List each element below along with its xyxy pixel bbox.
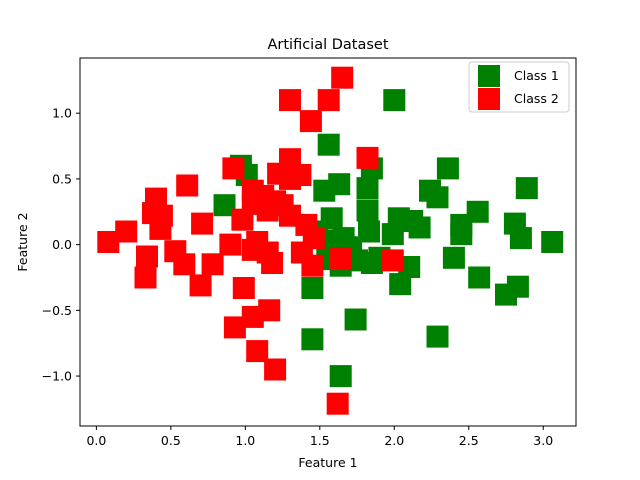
point-class-2 — [317, 89, 340, 112]
point-class-2 — [149, 217, 172, 240]
point-class-2 — [261, 252, 284, 274]
point-class-1 — [301, 328, 324, 351]
x-axis: 0.0 0.5 1.0 1.5 2.0 2.5 3.0 — [86, 426, 553, 448]
point-class-2 — [223, 316, 246, 339]
y-tick-label: 1.0 — [52, 106, 72, 121]
point-class-2 — [115, 220, 138, 243]
x-tick-label: 1.0 — [235, 433, 255, 448]
y-tick-label: −1.0 — [42, 369, 72, 384]
point-class-2 — [331, 66, 354, 89]
point-class-2 — [301, 254, 324, 277]
legend-swatch-class-1 — [478, 65, 500, 87]
point-class-2 — [97, 231, 120, 253]
point-class-1 — [389, 273, 412, 296]
point-class-2 — [201, 253, 224, 276]
plot-marks — [97, 66, 564, 415]
x-tick-label: 1.5 — [310, 433, 330, 448]
x-tick-label: 2.0 — [384, 433, 404, 448]
point-class-2 — [381, 249, 404, 272]
point-class-2 — [326, 392, 349, 415]
y-tick-label: 0.5 — [52, 171, 72, 186]
x-axis-label: Feature 1 — [298, 455, 357, 470]
point-class-1 — [450, 223, 473, 246]
y-tick-label: −0.5 — [42, 303, 72, 318]
point-class-2 — [219, 233, 242, 256]
point-class-1 — [356, 177, 379, 200]
point-class-1 — [466, 200, 489, 223]
chart-title: Artificial Dataset — [267, 37, 388, 53]
point-class-2 — [299, 110, 322, 133]
x-tick-label: 0.0 — [86, 433, 106, 448]
point-class-1 — [436, 157, 459, 180]
point-class-2 — [264, 358, 287, 381]
point-class-2 — [279, 89, 301, 112]
point-class-1 — [468, 266, 491, 289]
x-tick-label: 3.0 — [533, 433, 553, 448]
point-class-2 — [189, 274, 212, 297]
point-class-2 — [329, 248, 352, 271]
point-class-1 — [213, 194, 236, 217]
point-class-1 — [426, 325, 449, 348]
point-class-1 — [313, 179, 336, 202]
point-class-1 — [506, 275, 529, 298]
point-class-1 — [383, 89, 406, 112]
point-class-2 — [173, 253, 196, 276]
point-class-1 — [356, 199, 379, 222]
point-class-1 — [358, 220, 380, 243]
legend-label-class-1: Class 1 — [514, 68, 559, 83]
point-class-2 — [241, 305, 264, 328]
x-tick-label: 2.5 — [459, 433, 479, 448]
point-class-2 — [191, 212, 214, 235]
point-class-1 — [329, 365, 352, 388]
point-class-1 — [426, 186, 449, 209]
y-axis-label: Feature 2 — [15, 212, 30, 271]
point-class-1 — [381, 223, 404, 246]
point-class-2 — [176, 174, 199, 197]
point-class-2 — [231, 208, 254, 231]
point-class-2 — [134, 266, 157, 289]
point-class-1 — [509, 227, 532, 250]
point-class-1 — [344, 308, 367, 331]
point-class-2 — [356, 146, 379, 169]
point-class-1 — [317, 133, 340, 156]
point-class-2 — [136, 245, 158, 268]
y-axis: −1.0 −0.5 0.0 0.5 1.0 — [42, 106, 80, 384]
point-class-1 — [301, 277, 324, 299]
point-class-1 — [408, 216, 431, 239]
legend-label-class-2: Class 2 — [514, 91, 559, 106]
plot-frame — [79, 57, 577, 427]
legend-swatch-class-2 — [478, 88, 500, 110]
x-tick-label: 0.5 — [161, 433, 181, 448]
point-class-1 — [541, 231, 564, 253]
point-class-2 — [232, 277, 255, 299]
y-tick-label: 0.0 — [52, 237, 72, 252]
point-class-2 — [222, 157, 245, 180]
point-class-2 — [289, 164, 312, 186]
legend: Class 1 Class 2 — [468, 61, 570, 113]
point-class-1 — [515, 177, 538, 200]
point-class-2 — [246, 340, 269, 363]
point-class-1 — [442, 246, 465, 269]
